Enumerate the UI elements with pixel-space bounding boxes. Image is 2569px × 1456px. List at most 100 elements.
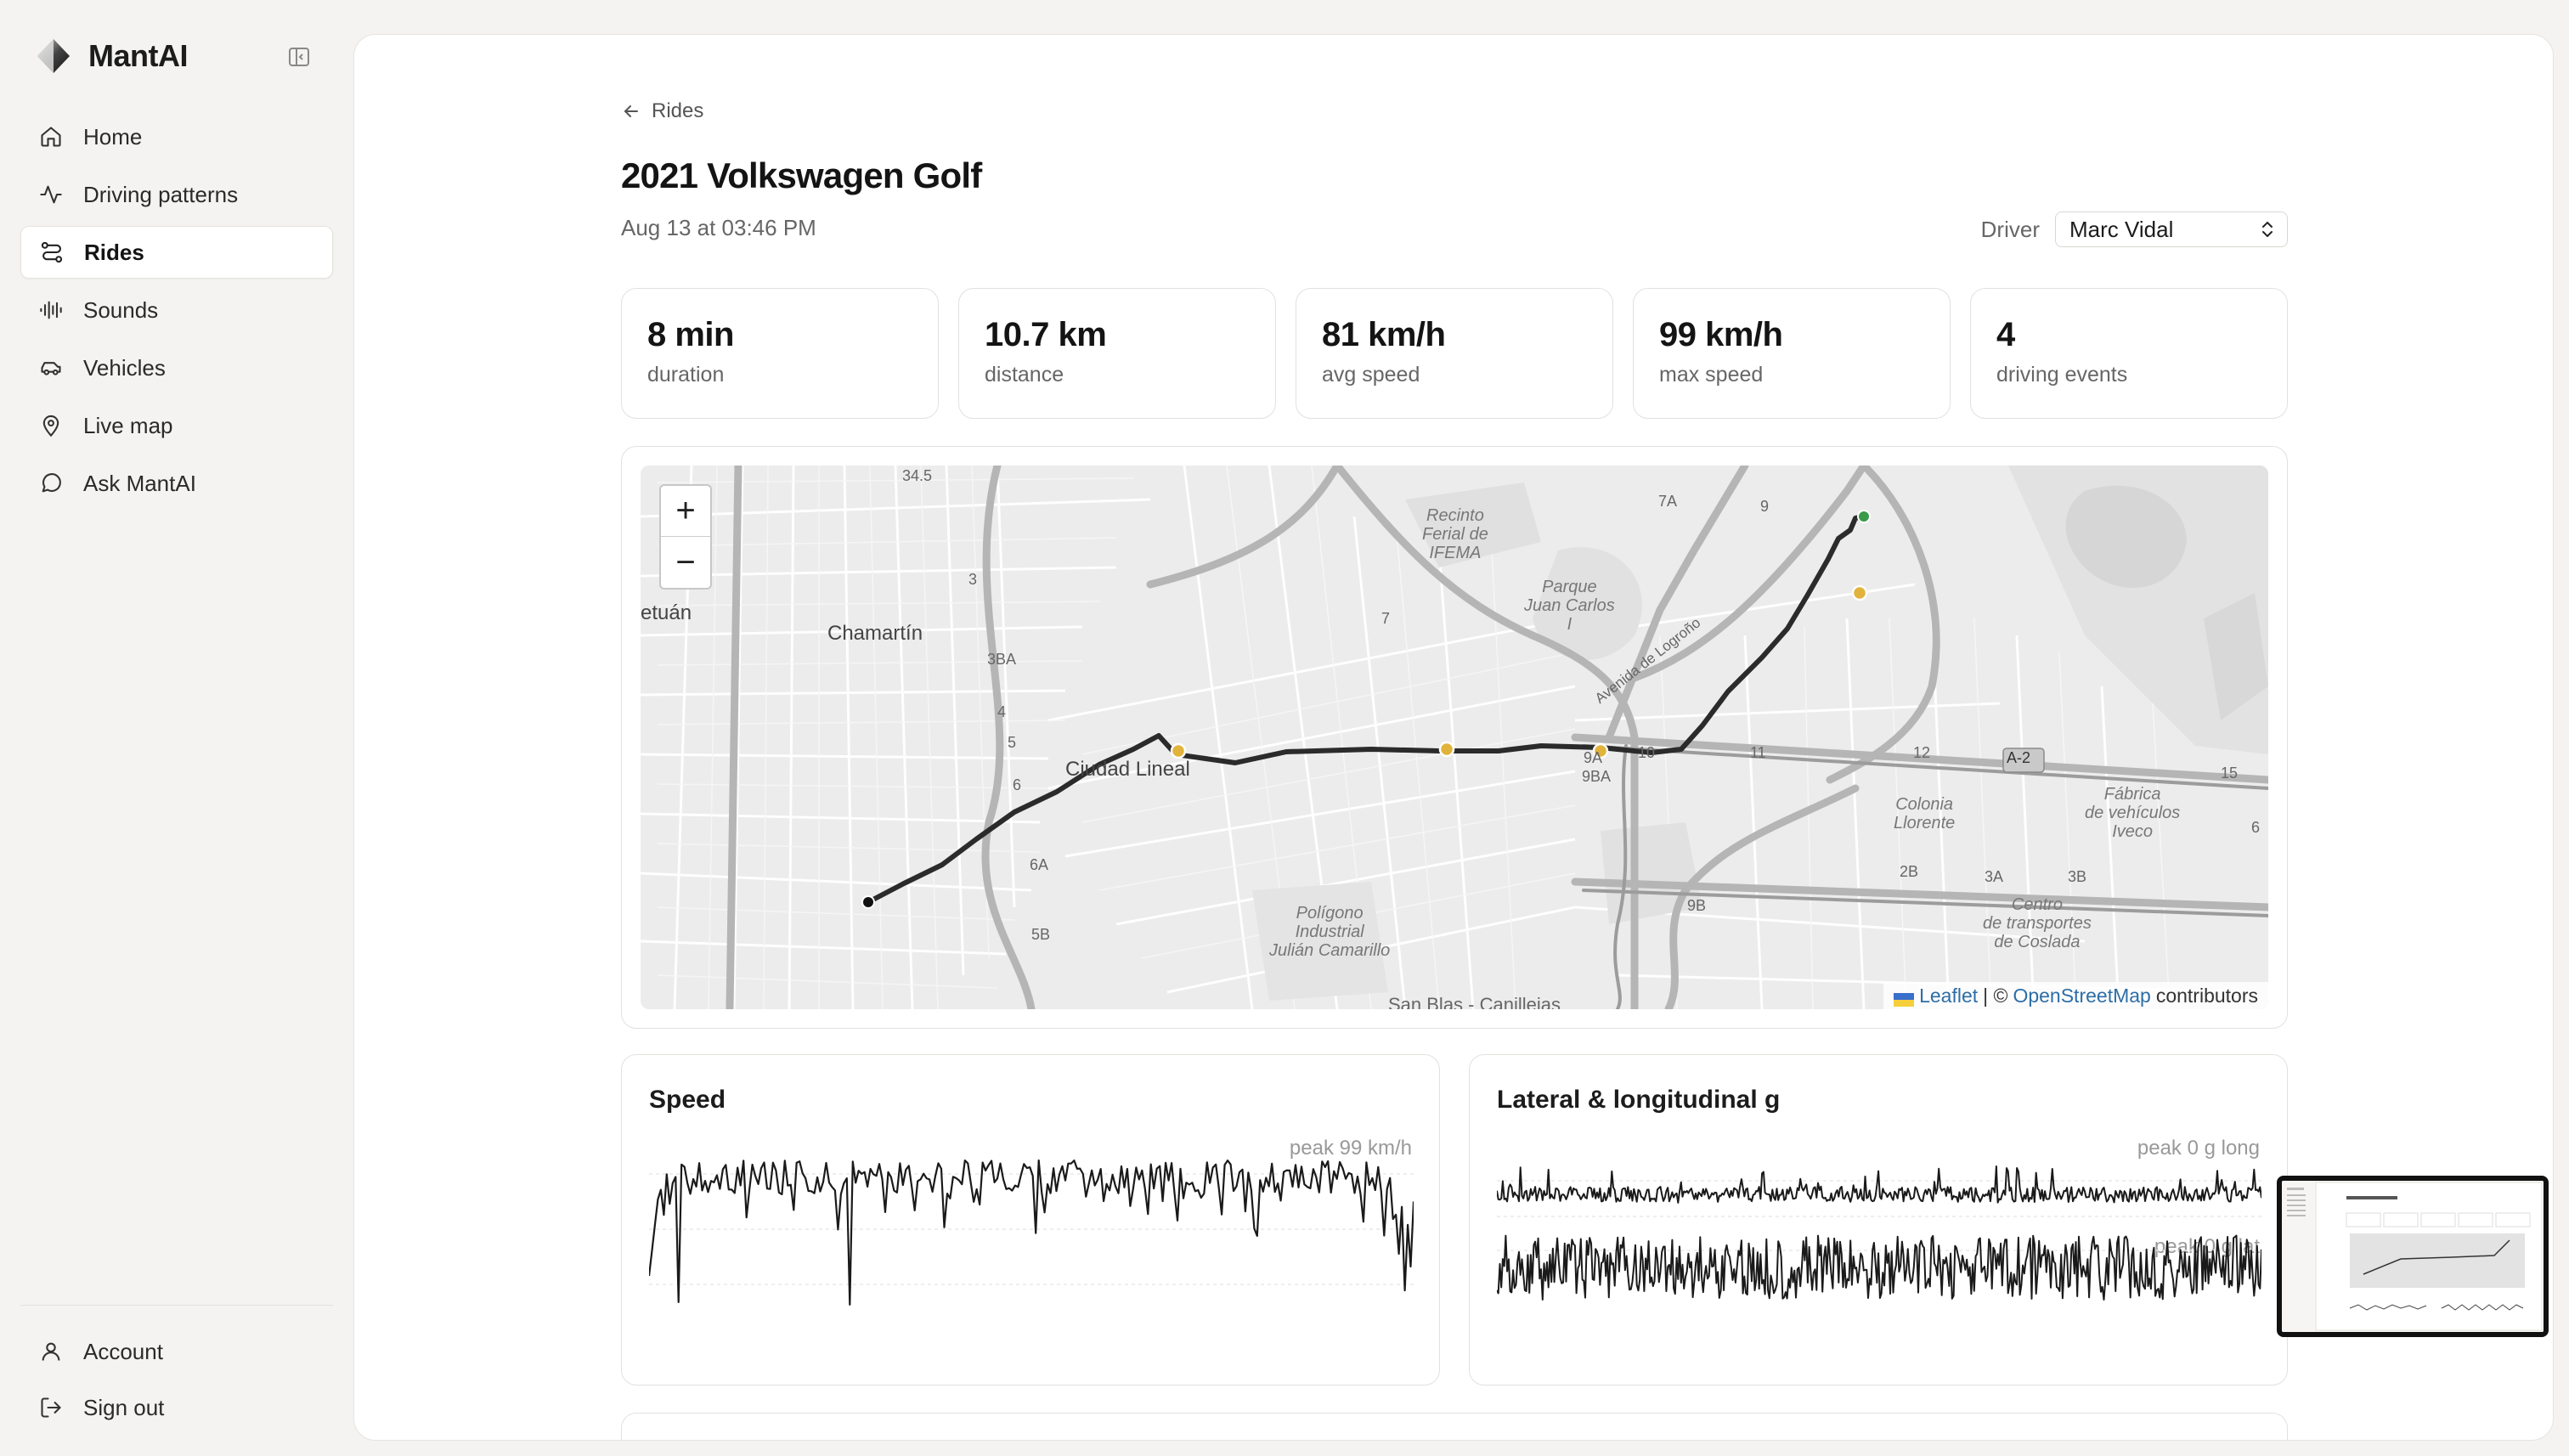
sidebar-item-ask-mantai[interactable]: Ask MantAI bbox=[20, 457, 333, 510]
map-road-number: 9B bbox=[1687, 897, 1707, 914]
user-icon bbox=[37, 1338, 65, 1365]
next-section-card bbox=[621, 1413, 2288, 1440]
mantai-logo-icon bbox=[34, 37, 73, 76]
ride-timestamp: Aug 13 at 03:46 PM bbox=[621, 215, 816, 240]
map-tiles bbox=[641, 466, 2268, 1009]
sidebar-item-label: Sounds bbox=[83, 296, 159, 323]
thumbnail-preview-icon bbox=[2282, 1181, 2544, 1332]
stat-label: distance bbox=[985, 363, 1064, 387]
map-road-number: 9 bbox=[1760, 498, 1770, 515]
g-lateral-line bbox=[1497, 1234, 2261, 1301]
map-label-parque: Parque Juan Carlos I bbox=[1524, 578, 1615, 634]
attribution-separator: | © bbox=[1983, 984, 2008, 1007]
driving-event-marker[interactable] bbox=[1592, 742, 1609, 759]
zoom-out-button[interactable]: − bbox=[675, 543, 696, 581]
driver-label: Driver bbox=[1980, 216, 2040, 242]
map-road-number: 6 bbox=[2251, 819, 2261, 836]
driver-select-value: Marc Vidal bbox=[2069, 216, 2174, 242]
sidebar-item-label: Ask MantAI bbox=[83, 470, 196, 496]
driving-event-marker[interactable] bbox=[1170, 742, 1187, 759]
stat-card-driving-events: 4 driving events bbox=[1970, 288, 2288, 419]
map-road-number: 7A bbox=[1658, 493, 1678, 510]
stat-label: driving events bbox=[1996, 363, 2128, 387]
map-road-number: 6 bbox=[1013, 776, 1022, 793]
g-force-chart bbox=[1497, 1165, 2261, 1301]
sidebar-item-label: Sign out bbox=[83, 1394, 165, 1420]
map-pin-icon bbox=[37, 412, 65, 439]
leaflet-link[interactable]: Leaflet bbox=[1919, 984, 1979, 1007]
chevron-up-down-icon bbox=[2258, 219, 2277, 245]
speed-peak-label: peak 99 km/h bbox=[1289, 1137, 1412, 1160]
sidebar-item-live-map[interactable]: Live map bbox=[20, 399, 333, 452]
car-icon bbox=[37, 354, 65, 381]
sidebar-item-driving-patterns[interactable]: Driving patterns bbox=[20, 168, 333, 221]
g-force-chart-card: Lateral & longitudinal g peak 0 g long p… bbox=[1469, 1054, 2288, 1385]
map-label-ifema: Recinto Ferial de IFEMA bbox=[1422, 506, 1488, 562]
arrow-left-icon bbox=[621, 101, 641, 121]
map-zoom-control: + − bbox=[659, 484, 712, 590]
sidebar-item-rides[interactable]: Rides bbox=[20, 226, 333, 279]
sidebar-item-sign-out[interactable]: Sign out bbox=[20, 1381, 333, 1434]
map-road-number: 5 bbox=[1008, 734, 1017, 751]
back-to-rides-link[interactable]: Rides bbox=[621, 99, 703, 123]
g-long-peak-label: peak 0 g long bbox=[2137, 1137, 2260, 1160]
ride-stats: 8 min duration 10.7 km distance 81 km/h … bbox=[621, 288, 2288, 419]
map-road-number: 10 bbox=[1638, 744, 1656, 761]
map-road-number: 9BA bbox=[1582, 768, 1612, 785]
sidebar-toggle-icon[interactable] bbox=[284, 42, 314, 71]
main-panel: Rides 2021 Volkswagen Golf Aug 13 at 03:… bbox=[353, 34, 2554, 1441]
stat-card-avg-speed: 81 km/h avg speed bbox=[1296, 288, 1613, 419]
app-name: MantAI bbox=[88, 38, 189, 73]
home-icon bbox=[37, 123, 65, 150]
stat-value: 8 min bbox=[647, 316, 734, 353]
map-road-number: 7 bbox=[1381, 610, 1391, 627]
ride-map-card: etuán Chamartín Ciudad Lineal Recinto Fer… bbox=[621, 446, 2288, 1029]
sidebar-item-label: Rides bbox=[84, 239, 144, 265]
route-icon bbox=[38, 239, 65, 266]
ride-charts: Speed peak 99 km/h Lateral & longitudina… bbox=[621, 1054, 2288, 1385]
ride-map[interactable]: etuán Chamartín Ciudad Lineal Recinto Fer… bbox=[641, 466, 2268, 1009]
sidebar-item-label: Home bbox=[83, 123, 143, 150]
map-road-number: 2B bbox=[1900, 863, 1919, 880]
speed-line bbox=[649, 1159, 1414, 1306]
brand[interactable]: MantAI bbox=[34, 31, 189, 82]
sidebar-item-vehicles[interactable]: Vehicles bbox=[20, 341, 333, 394]
route-start-marker[interactable] bbox=[861, 895, 875, 909]
map-label-fabrica: Fábrica de vehículos Iveco bbox=[2085, 785, 2181, 841]
map-road-number: 15 bbox=[2221, 765, 2239, 782]
driver-selector: Driver Marc Vidal bbox=[1981, 212, 2288, 247]
map-attribution: Leaflet | © OpenStreetMap contributors bbox=[1883, 982, 2268, 1009]
map-road-number: 3BA bbox=[987, 651, 1017, 668]
stat-value: 10.7 km bbox=[985, 316, 1107, 353]
screenshot-thumbnail[interactable] bbox=[2277, 1176, 2549, 1337]
sidebar-item-label: Vehicles bbox=[83, 354, 166, 381]
map-label-centro: Centro de transportes de Coslada bbox=[1983, 895, 2092, 951]
chart-title: Speed bbox=[649, 1086, 726, 1114]
sidebar-item-home[interactable]: Home bbox=[20, 110, 333, 163]
sign-out-icon bbox=[37, 1394, 65, 1421]
driving-event-marker[interactable] bbox=[1851, 584, 1868, 601]
zoom-in-button[interactable]: + bbox=[661, 486, 710, 537]
map-road-number: 11 bbox=[1750, 744, 1766, 761]
sidebar-footer: Account Sign out bbox=[20, 1325, 333, 1437]
route-line bbox=[866, 514, 1866, 905]
map-road-number: 4 bbox=[997, 703, 1007, 720]
openstreetmap-link[interactable]: OpenStreetMap bbox=[2013, 984, 2151, 1007]
map-label: Chamartín bbox=[827, 622, 923, 645]
map-road-number: 12 bbox=[1913, 744, 1931, 761]
attribution-suffix: contributors bbox=[2155, 984, 2258, 1007]
stat-label: avg speed bbox=[1322, 363, 1420, 387]
stat-label: duration bbox=[647, 363, 725, 387]
map-road-number: 34.5 bbox=[902, 467, 933, 484]
sidebar-item-account[interactable]: Account bbox=[20, 1325, 333, 1378]
speed-chart-card: Speed peak 99 km/h bbox=[621, 1054, 1440, 1385]
map-label-poligono: Polígono Industrial Julián Camarillo bbox=[1269, 904, 1391, 960]
map-road-number: 9A bbox=[1584, 749, 1603, 766]
page-title: 2021 Volkswagen Golf bbox=[621, 155, 982, 195]
stat-value: 81 km/h bbox=[1322, 316, 1446, 353]
map-road-badge: A-2 bbox=[2007, 749, 2031, 766]
route-end-marker[interactable] bbox=[1857, 510, 1871, 523]
driving-event-marker[interactable] bbox=[1438, 741, 1455, 758]
driver-select[interactable]: Marc Vidal bbox=[2055, 212, 2288, 247]
sidebar-item-sounds[interactable]: Sounds bbox=[20, 284, 333, 336]
